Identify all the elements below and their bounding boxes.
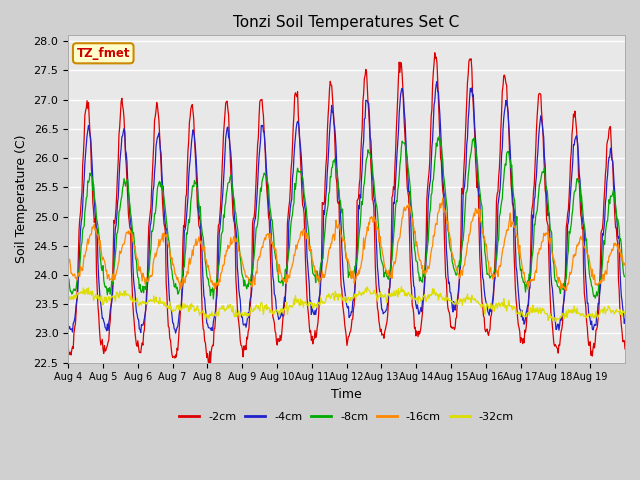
Legend: -2cm, -4cm, -8cm, -16cm, -32cm: -2cm, -4cm, -8cm, -16cm, -32cm bbox=[175, 408, 518, 426]
-8cm bbox=[435, 133, 443, 139]
-2cm bbox=[282, 296, 289, 301]
-16cm bbox=[439, 195, 447, 201]
-2cm bbox=[233, 288, 241, 294]
-4cm bbox=[282, 299, 289, 304]
-4cm bbox=[172, 330, 179, 336]
-32cm bbox=[64, 297, 72, 302]
-8cm bbox=[282, 267, 289, 273]
-8cm bbox=[130, 229, 138, 235]
X-axis label: Time: Time bbox=[332, 388, 362, 401]
-8cm bbox=[436, 143, 444, 148]
-2cm bbox=[205, 363, 213, 369]
-8cm bbox=[209, 296, 217, 302]
-4cm bbox=[433, 79, 441, 84]
Title: Tonzi Soil Temperatures Set C: Tonzi Soil Temperatures Set C bbox=[234, 15, 460, 30]
-16cm bbox=[621, 262, 629, 268]
Line: -16cm: -16cm bbox=[68, 198, 625, 291]
-4cm bbox=[233, 234, 241, 240]
-8cm bbox=[405, 169, 413, 175]
Line: -32cm: -32cm bbox=[68, 287, 625, 322]
-32cm bbox=[552, 319, 560, 324]
-16cm bbox=[435, 208, 443, 214]
-4cm bbox=[64, 321, 72, 327]
-2cm bbox=[431, 50, 438, 56]
-8cm bbox=[64, 275, 72, 281]
-16cm bbox=[281, 278, 289, 284]
-2cm bbox=[405, 194, 413, 200]
-32cm bbox=[260, 312, 268, 318]
-2cm bbox=[260, 130, 268, 135]
-8cm bbox=[621, 274, 629, 279]
-32cm bbox=[621, 311, 629, 317]
Text: TZ_fmet: TZ_fmet bbox=[77, 47, 130, 60]
-16cm bbox=[404, 204, 412, 210]
-16cm bbox=[130, 240, 138, 245]
-2cm bbox=[64, 342, 72, 348]
Line: -4cm: -4cm bbox=[68, 82, 625, 333]
-32cm bbox=[232, 307, 240, 312]
-4cm bbox=[436, 126, 444, 132]
Line: -8cm: -8cm bbox=[68, 136, 625, 299]
-32cm bbox=[405, 289, 413, 295]
Y-axis label: Soil Temperature (C): Soil Temperature (C) bbox=[15, 135, 28, 263]
-4cm bbox=[130, 276, 138, 281]
-32cm bbox=[436, 294, 444, 300]
-32cm bbox=[397, 284, 405, 289]
-16cm bbox=[232, 235, 240, 241]
-2cm bbox=[130, 312, 138, 317]
-16cm bbox=[563, 288, 570, 294]
-32cm bbox=[130, 296, 138, 301]
-4cm bbox=[405, 189, 413, 194]
-2cm bbox=[436, 155, 444, 161]
-8cm bbox=[233, 219, 241, 225]
-32cm bbox=[281, 307, 289, 312]
-16cm bbox=[64, 254, 72, 260]
-4cm bbox=[260, 129, 268, 134]
-16cm bbox=[260, 240, 268, 245]
-8cm bbox=[260, 170, 268, 176]
-2cm bbox=[621, 346, 629, 352]
-4cm bbox=[621, 316, 629, 322]
Line: -2cm: -2cm bbox=[68, 53, 625, 366]
